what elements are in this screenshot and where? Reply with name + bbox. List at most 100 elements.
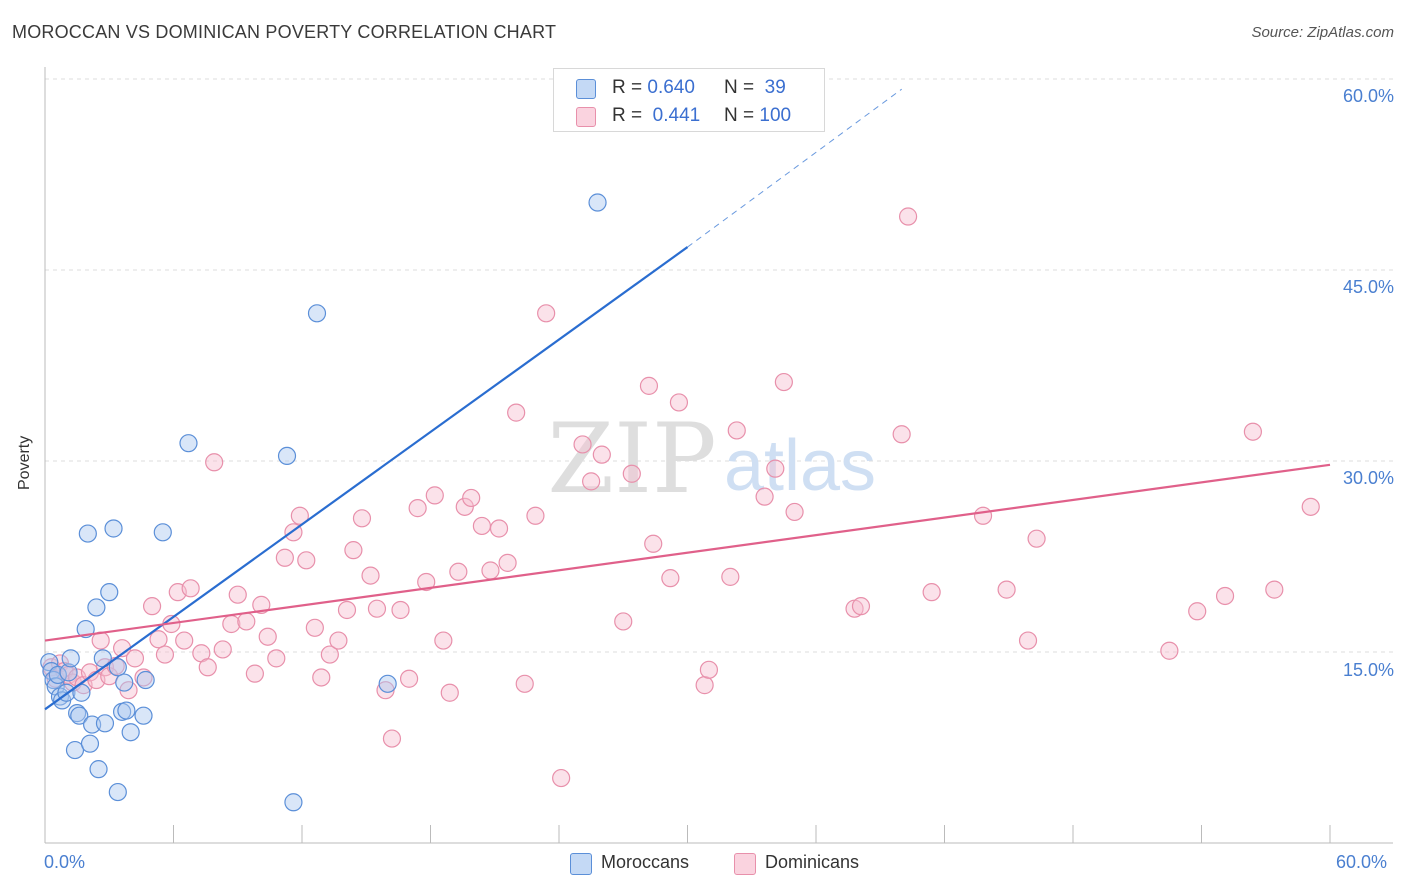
moroccans-trend-extension bbox=[687, 88, 902, 248]
moroccan-point bbox=[70, 706, 89, 725]
dominican-point bbox=[537, 304, 556, 323]
dominican-point bbox=[462, 488, 481, 508]
dominicans-points bbox=[42, 207, 1320, 788]
dominican-point bbox=[228, 585, 247, 604]
dominican-point bbox=[573, 435, 592, 454]
moroccan-point bbox=[115, 673, 134, 692]
dominican-point bbox=[267, 649, 286, 668]
moroccans-points bbox=[40, 193, 607, 812]
moroccan-point bbox=[48, 665, 67, 685]
dominican-point bbox=[237, 612, 256, 631]
dominican-point bbox=[622, 464, 641, 483]
dominican-point bbox=[337, 600, 357, 620]
dominican-point bbox=[213, 640, 232, 659]
moroccans-trend-line bbox=[44, 246, 689, 711]
moroccan-point bbox=[378, 674, 397, 693]
moroccan-point bbox=[284, 793, 303, 812]
legend-n: N = 100 bbox=[724, 105, 791, 127]
dominican-point bbox=[297, 551, 316, 570]
bottom-legend-swatch-dominicans bbox=[734, 853, 756, 875]
moroccan-point bbox=[307, 304, 327, 323]
dominicans-trend-line bbox=[44, 463, 1331, 642]
dominican-point bbox=[320, 645, 339, 664]
moroccan-point bbox=[136, 670, 155, 690]
legend-row-moroccans: R = 0.640 N = 39 bbox=[554, 73, 824, 103]
legend-n-value: 100 bbox=[759, 105, 792, 126]
legend-r: R = 0.640 bbox=[612, 77, 695, 99]
watermark: ZIP atlas bbox=[547, 403, 876, 515]
dominican-point bbox=[644, 534, 663, 553]
dominican-point bbox=[661, 569, 680, 588]
dominican-point bbox=[175, 631, 194, 650]
moroccan-point bbox=[121, 723, 140, 742]
moroccan-point bbox=[78, 524, 97, 543]
dominican-point bbox=[507, 403, 526, 422]
dominican-point bbox=[472, 516, 491, 536]
dominican-point bbox=[898, 207, 918, 226]
moroccan-point bbox=[95, 714, 115, 733]
watermark-atlas: atlas bbox=[724, 426, 876, 506]
dominican-point bbox=[181, 579, 200, 598]
dominican-point bbox=[425, 486, 444, 505]
y-tick-30: 30.0% bbox=[1342, 468, 1394, 488]
moroccan-point bbox=[100, 583, 119, 602]
source-label: Source: ZipAtlas.com bbox=[1251, 24, 1394, 41]
axes bbox=[44, 67, 1393, 844]
bottom-legend-swatch-moroccans bbox=[570, 853, 592, 875]
dominican-point bbox=[275, 548, 294, 567]
dominican-point bbox=[391, 600, 410, 620]
moroccan-point bbox=[87, 598, 106, 617]
dominican-point bbox=[755, 487, 774, 506]
dominican-point bbox=[481, 561, 500, 580]
dominican-point bbox=[1265, 580, 1284, 599]
dominican-point bbox=[290, 506, 309, 525]
moroccan-point bbox=[83, 715, 102, 734]
dominican-point bbox=[258, 627, 277, 646]
y-tick-60: 60.0% bbox=[1342, 86, 1394, 106]
legend-r-value: 0.441 bbox=[647, 105, 701, 126]
dominican-point bbox=[526, 506, 545, 525]
dominican-point bbox=[245, 664, 264, 683]
dominican-point bbox=[639, 376, 659, 395]
watermark-zip: ZIP bbox=[547, 403, 716, 515]
dominican-point bbox=[774, 372, 793, 392]
dominican-point bbox=[142, 597, 162, 616]
dominican-point bbox=[149, 630, 168, 649]
dominican-point bbox=[1215, 586, 1235, 606]
dominican-point bbox=[361, 566, 380, 585]
dominican-point bbox=[552, 768, 571, 788]
dominican-point bbox=[1027, 529, 1046, 548]
dominican-point bbox=[125, 649, 145, 668]
dominican-point bbox=[382, 729, 402, 748]
dominican-point bbox=[155, 645, 175, 664]
legend-swatch-pink bbox=[576, 107, 596, 127]
dominican-point bbox=[367, 599, 387, 618]
moroccan-point bbox=[179, 434, 198, 453]
moroccan-point bbox=[61, 649, 80, 668]
legend-swatch-blue bbox=[576, 79, 596, 99]
bottom-legend-dominicans: Dominicans bbox=[765, 852, 860, 872]
legend-n-label: N = bbox=[724, 77, 760, 98]
legend-n: N = 39 bbox=[724, 77, 786, 99]
y-tick-45: 45.0% bbox=[1342, 277, 1394, 297]
dominican-point bbox=[592, 445, 611, 464]
dominican-point bbox=[1188, 602, 1207, 621]
moroccan-point bbox=[153, 523, 172, 542]
dominican-point bbox=[498, 553, 517, 572]
dominican-point bbox=[222, 614, 241, 634]
dominican-point bbox=[922, 583, 941, 602]
legend-row-dominicans: R = 0.441 N = 100 bbox=[554, 101, 824, 131]
dominican-point bbox=[312, 668, 331, 687]
dominican-point bbox=[727, 421, 746, 440]
dominican-point bbox=[434, 631, 453, 650]
dominican-point bbox=[205, 453, 224, 472]
dominican-point bbox=[892, 425, 911, 444]
chart-title: MOROCCAN VS DOMINICAN POVERTY CORRELATIO… bbox=[12, 22, 557, 42]
dominican-point bbox=[973, 506, 993, 525]
dominican-point bbox=[614, 612, 633, 631]
x-tick-min: 0.0% bbox=[44, 852, 86, 872]
grid-lines bbox=[45, 78, 1393, 653]
moroccan-point bbox=[80, 734, 100, 753]
legend-r-label: R = bbox=[612, 105, 648, 126]
